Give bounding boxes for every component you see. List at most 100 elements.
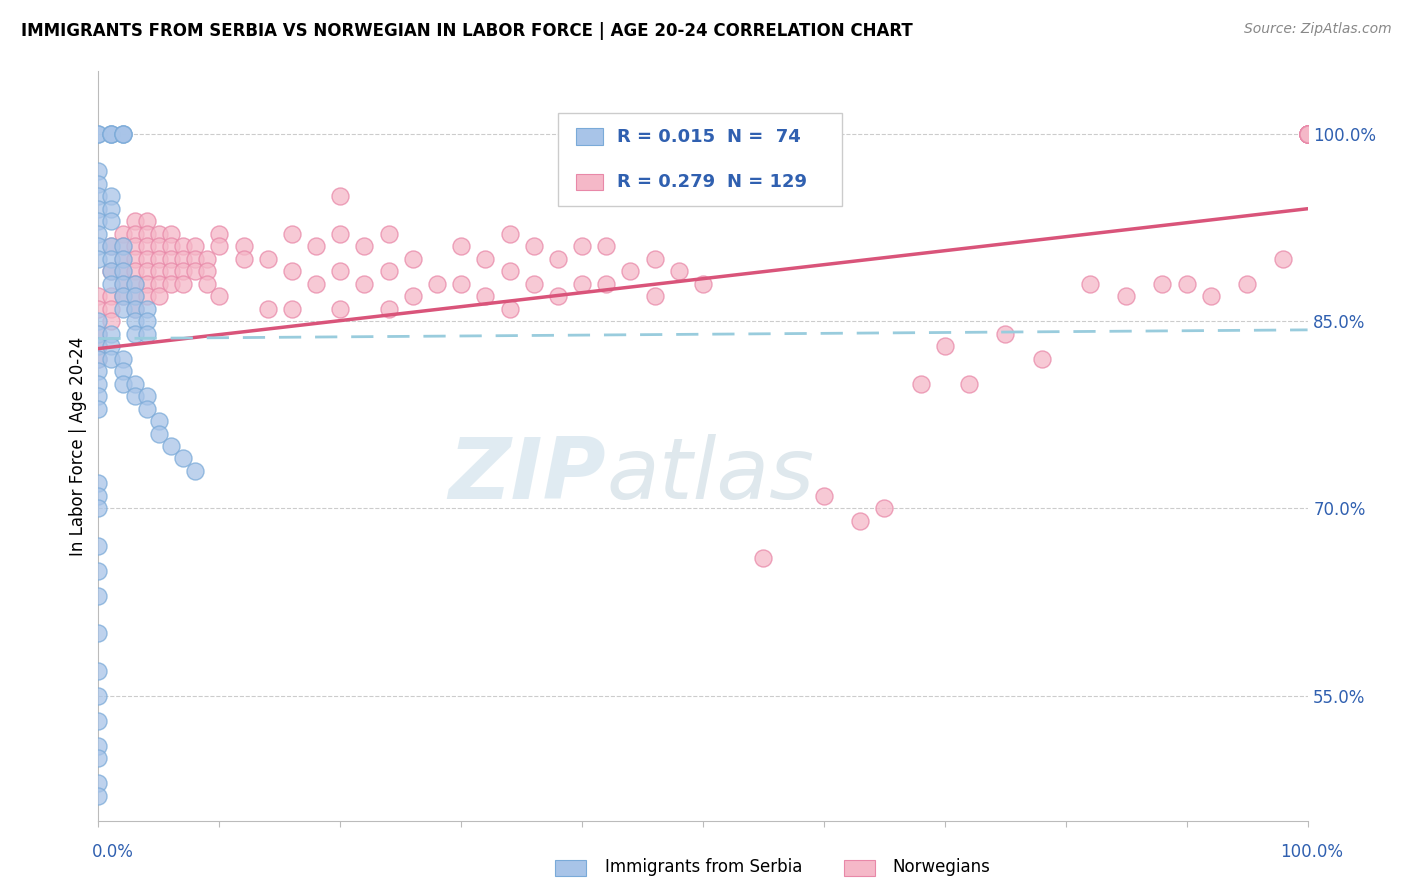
Point — [148, 239, 170, 253]
Point — [474, 252, 496, 266]
Point — [87, 626, 110, 640]
Point — [1296, 127, 1319, 141]
Point — [329, 264, 352, 278]
Point — [256, 301, 278, 316]
Text: N = 129: N = 129 — [727, 173, 807, 191]
Point — [87, 589, 110, 603]
Point — [124, 289, 146, 303]
Point — [87, 339, 110, 353]
Point — [208, 289, 231, 303]
Point — [100, 339, 122, 353]
Point — [305, 277, 328, 291]
Point — [100, 314, 122, 328]
Point — [353, 277, 375, 291]
Point — [184, 239, 207, 253]
Point — [87, 339, 110, 353]
Point — [87, 301, 110, 316]
Point — [523, 239, 546, 253]
Point — [184, 264, 207, 278]
Point — [1175, 277, 1198, 291]
Point — [160, 252, 183, 266]
Point — [111, 127, 134, 141]
Point — [87, 739, 110, 753]
Point — [124, 301, 146, 316]
Point — [124, 277, 146, 291]
Point — [523, 277, 546, 291]
FancyBboxPatch shape — [558, 112, 842, 206]
Point — [87, 127, 110, 141]
Point — [111, 252, 134, 266]
Point — [124, 289, 146, 303]
Point — [1236, 277, 1258, 291]
Point — [87, 401, 110, 416]
Point — [329, 189, 352, 203]
Point — [172, 239, 194, 253]
Point — [571, 239, 593, 253]
Point — [87, 326, 110, 341]
Point — [135, 214, 157, 228]
Point — [547, 252, 569, 266]
Point — [111, 252, 134, 266]
Point — [148, 227, 170, 241]
Point — [100, 289, 122, 303]
Point — [1272, 252, 1295, 266]
Point — [87, 189, 110, 203]
Y-axis label: In Labor Force | Age 20-24: In Labor Force | Age 20-24 — [69, 336, 87, 556]
Point — [87, 214, 110, 228]
Point — [87, 564, 110, 578]
Point — [87, 164, 110, 178]
Point — [195, 277, 218, 291]
Point — [87, 476, 110, 491]
Point — [87, 239, 110, 253]
Point — [87, 127, 110, 141]
Point — [111, 351, 134, 366]
Point — [1296, 127, 1319, 141]
Point — [329, 301, 352, 316]
Point — [124, 264, 146, 278]
Point — [100, 214, 122, 228]
Point — [450, 239, 472, 253]
Point — [208, 227, 231, 241]
Point — [100, 239, 122, 253]
Point — [87, 539, 110, 553]
Point — [172, 277, 194, 291]
Point — [1152, 277, 1174, 291]
Text: Norwegians: Norwegians — [893, 858, 991, 876]
Point — [148, 277, 170, 291]
Text: Immigrants from Serbia: Immigrants from Serbia — [605, 858, 801, 876]
Point — [172, 264, 194, 278]
Point — [402, 252, 425, 266]
Point — [135, 326, 157, 341]
Point — [100, 252, 122, 266]
Point — [124, 227, 146, 241]
Point — [329, 227, 352, 241]
Point — [87, 664, 110, 678]
Point — [100, 351, 122, 366]
Point — [111, 289, 134, 303]
Point — [87, 376, 110, 391]
Point — [571, 277, 593, 291]
Point — [1296, 127, 1319, 141]
Point — [752, 551, 775, 566]
Point — [160, 239, 183, 253]
Point — [135, 252, 157, 266]
Point — [498, 227, 520, 241]
Point — [148, 426, 170, 441]
Point — [100, 127, 122, 141]
Point — [148, 414, 170, 428]
Point — [160, 277, 183, 291]
Point — [87, 314, 110, 328]
Point — [111, 364, 134, 378]
Point — [135, 289, 157, 303]
Point — [377, 227, 399, 241]
Point — [87, 714, 110, 728]
Text: R = 0.279: R = 0.279 — [617, 173, 716, 191]
Point — [148, 252, 170, 266]
Point — [172, 451, 194, 466]
Point — [195, 264, 218, 278]
Point — [498, 264, 520, 278]
Point — [100, 277, 122, 291]
Point — [111, 227, 134, 241]
Point — [160, 227, 183, 241]
Point — [474, 289, 496, 303]
